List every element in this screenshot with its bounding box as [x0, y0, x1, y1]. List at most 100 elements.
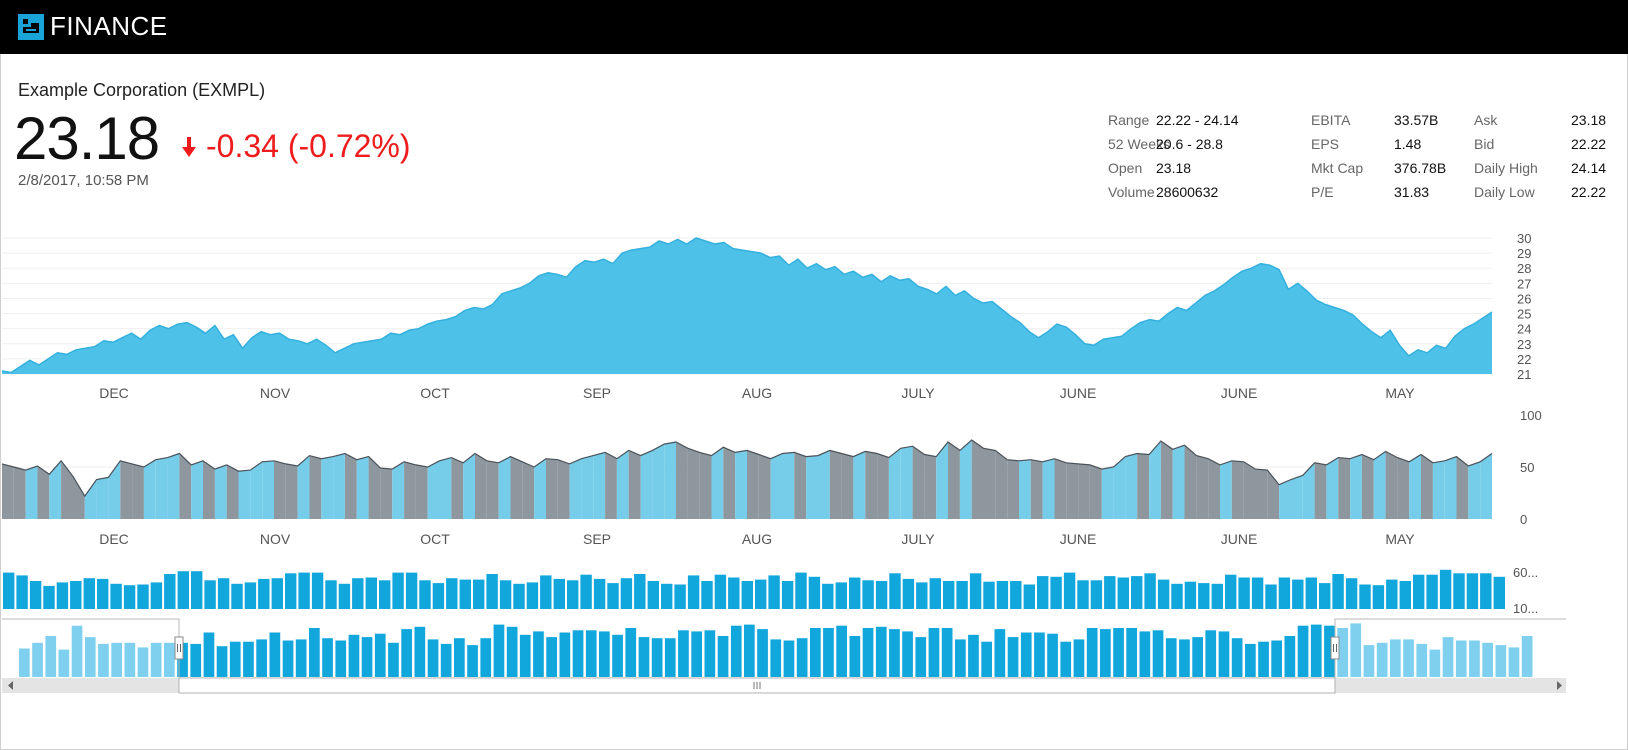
navigator-bar — [599, 631, 610, 677]
osc-segment — [959, 440, 972, 519]
osc-segment — [1042, 458, 1055, 519]
price-y-tick: 25 — [1517, 307, 1531, 322]
volume-bar — [405, 572, 418, 609]
range-navigator[interactable] — [2, 618, 1566, 694]
volume-bar — [1359, 584, 1371, 609]
stat-label: Daily High — [1474, 160, 1538, 176]
navigator-bar — [440, 643, 452, 677]
osc-segment — [1125, 453, 1138, 519]
navigator-bar — [124, 642, 136, 677]
volume-bar — [325, 580, 337, 609]
osc-segment — [155, 457, 168, 519]
osc-segment — [1302, 462, 1315, 519]
stat-value: 33.57B — [1394, 112, 1439, 128]
osc-segment — [936, 442, 948, 519]
osc-segment — [628, 450, 641, 519]
scroll-left-arrow-icon[interactable] — [8, 681, 13, 690]
volume-bar — [446, 578, 458, 609]
scroll-right-arrow-icon[interactable] — [1557, 681, 1562, 690]
navigator-bar — [229, 641, 241, 677]
stat-value: 31.83 — [1394, 184, 1430, 200]
osc-segment — [120, 460, 133, 519]
osc-segment — [1101, 467, 1114, 519]
volume-bar — [1211, 583, 1223, 609]
volume-bar — [1439, 569, 1452, 609]
navigator-bar — [704, 630, 716, 677]
volume-bar — [1037, 576, 1049, 609]
navigator-bar — [1231, 638, 1243, 677]
volume-bar — [231, 583, 243, 609]
osc-segment — [73, 476, 85, 519]
volume-bar — [1319, 583, 1331, 609]
volume-bar — [674, 584, 686, 609]
osc-segment — [49, 460, 62, 519]
volume-bar — [1305, 577, 1317, 609]
volume-bar — [1413, 574, 1425, 609]
osc-segment — [37, 466, 50, 519]
stat-label: EPS — [1311, 136, 1340, 152]
osc-segment — [321, 456, 334, 519]
stat-value: 23.18 — [1571, 112, 1607, 128]
navigator-bar — [335, 640, 347, 677]
top-bar: FINANCE — [0, 0, 1628, 54]
navigator-left-handle[interactable] — [174, 636, 184, 660]
volume-bar — [875, 581, 888, 609]
volume-bar — [298, 572, 310, 609]
osc-segment — [1196, 455, 1209, 519]
price-x-tick: SEP — [583, 385, 611, 401]
osc-segment — [983, 448, 996, 519]
volume-bar — [620, 578, 633, 609]
volume-bar — [459, 579, 471, 609]
navigator-bar — [322, 638, 333, 677]
navigator-bar — [1469, 640, 1480, 677]
volume-bar — [1131, 576, 1143, 609]
volume-bar — [137, 584, 149, 609]
volume-bar — [513, 583, 525, 609]
osc-segment — [971, 440, 984, 519]
volume-bar — [110, 583, 122, 609]
volume-chart[interactable] — [3, 569, 1505, 609]
price-y-tick: 27 — [1517, 276, 1531, 291]
osc-segment — [297, 455, 310, 519]
volume-bar — [607, 583, 619, 609]
stat-value: 22.22 — [1571, 136, 1607, 152]
price-y-tick: 21 — [1517, 367, 1531, 382]
navigator-bar — [1442, 637, 1454, 677]
volume-bar — [1023, 584, 1035, 609]
osc-segment — [1019, 459, 1031, 519]
stat-value: 28600632 — [1156, 184, 1219, 200]
navigator-bar — [1100, 629, 1111, 677]
osc-x-tick: MAY — [1385, 531, 1415, 547]
oscillator-chart[interactable] — [1, 439, 1493, 519]
price-chart[interactable] — [1, 237, 1493, 374]
osc-segment — [1054, 458, 1067, 519]
navigator-right-handle[interactable] — [1330, 636, 1340, 660]
osc-segment — [735, 450, 747, 519]
navigator-bar — [585, 630, 597, 677]
osc-line — [1, 439, 1493, 498]
price-y-tick: 29 — [1517, 246, 1531, 261]
osc-x-tick: NOV — [260, 531, 291, 547]
navigator-bar — [361, 637, 373, 677]
osc-segment — [333, 453, 345, 519]
volume-bar — [43, 585, 55, 609]
volume-bar — [217, 578, 230, 609]
osc-segment — [853, 451, 866, 519]
price-x-tick: OCT — [420, 385, 450, 401]
volume-bar — [849, 577, 861, 609]
change-value: -0.34 (-0.72%) — [206, 128, 411, 164]
osc-segment — [616, 450, 629, 519]
volume-bar — [929, 578, 941, 609]
osc-segment — [108, 460, 121, 519]
volume-bar — [1278, 577, 1291, 609]
oscillator-y-axis: 100 50 0 — [1520, 408, 1542, 527]
volume-bar — [365, 577, 377, 609]
osc-segment — [427, 460, 440, 519]
osc-x-tick: JUNE — [1060, 531, 1097, 547]
price-x-axis: DEC NOV OCT SEP AUG JULY JUNE JUNE MAY — [99, 385, 1415, 401]
volume-bar — [687, 575, 700, 609]
osc-segment — [1444, 456, 1457, 519]
stat-label: Daily Low — [1474, 184, 1535, 200]
osc-segment — [486, 460, 499, 519]
volume-bar — [164, 574, 176, 609]
